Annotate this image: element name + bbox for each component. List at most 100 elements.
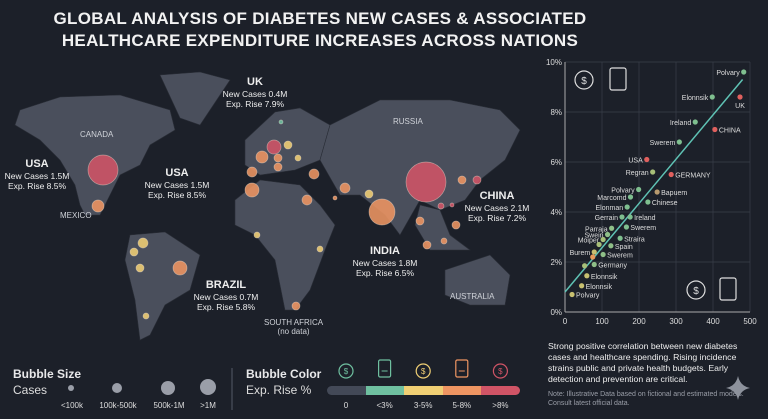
scatter-point[interactable] bbox=[584, 273, 590, 279]
size-circle-xlarge bbox=[200, 379, 216, 395]
country-bubble[interactable] bbox=[135, 263, 145, 273]
size-label: 500k-1M bbox=[153, 401, 185, 410]
country-bubble[interactable] bbox=[87, 154, 119, 186]
callout-cases: New Cases 0.4M bbox=[222, 89, 288, 99]
scatter-point[interactable] bbox=[712, 126, 718, 133]
country-bubble[interactable] bbox=[316, 245, 324, 253]
scatter-point[interactable] bbox=[737, 94, 743, 100]
money-bag-icon bbox=[338, 363, 354, 379]
size-legend-circles bbox=[68, 368, 233, 410]
country-bubble[interactable] bbox=[308, 168, 320, 180]
point-label: Swerem bbox=[630, 225, 656, 232]
scatter-point[interactable] bbox=[627, 214, 633, 220]
country-bubble[interactable] bbox=[129, 247, 139, 257]
country-bubble[interactable] bbox=[457, 175, 467, 185]
scatter-point[interactable] bbox=[624, 204, 630, 210]
color-scale-segment bbox=[442, 386, 482, 395]
country-bubble[interactable] bbox=[273, 153, 283, 163]
color-scale-segment bbox=[481, 386, 520, 395]
country-bubble[interactable] bbox=[301, 194, 313, 206]
scatter-point[interactable] bbox=[600, 236, 606, 243]
scatter-point[interactable] bbox=[591, 261, 597, 268]
country-bubble[interactable] bbox=[332, 195, 338, 201]
scatter-point[interactable] bbox=[668, 171, 674, 178]
scatter-point[interactable] bbox=[619, 214, 625, 220]
scatter-point[interactable] bbox=[645, 199, 651, 205]
callout-rise: Exp. Rise 7.2% bbox=[467, 213, 527, 223]
country-bubble[interactable] bbox=[255, 150, 269, 164]
point-label: Bapuem bbox=[661, 190, 687, 197]
scatter-point[interactable] bbox=[654, 189, 660, 195]
country-bubble[interactable] bbox=[294, 154, 302, 162]
svg-text:$: $ bbox=[693, 286, 699, 297]
point-label: Elonman bbox=[596, 205, 624, 212]
scatter-point[interactable] bbox=[617, 235, 623, 241]
callout-rise: Exp. Rise 8.5% bbox=[147, 190, 207, 200]
bubble-color-title: Bubble Color bbox=[246, 367, 322, 381]
country-bubble[interactable] bbox=[273, 162, 283, 172]
money-bag-icon bbox=[574, 70, 594, 90]
scatter-point[interactable] bbox=[590, 254, 596, 260]
scatter-point[interactable] bbox=[579, 283, 585, 289]
scatter-point[interactable] bbox=[569, 291, 575, 298]
point-label: Swerem bbox=[607, 253, 633, 260]
country-bubble[interactable] bbox=[137, 237, 149, 249]
point-label: Chinese bbox=[652, 200, 678, 207]
scatter-point[interactable] bbox=[676, 139, 682, 145]
country-bubble[interactable] bbox=[339, 182, 351, 194]
country-bubble[interactable] bbox=[422, 240, 432, 250]
scatter-point[interactable] bbox=[596, 241, 602, 248]
country-bubble[interactable] bbox=[291, 301, 301, 311]
country-bubble[interactable] bbox=[142, 312, 150, 320]
scatter-point[interactable] bbox=[582, 263, 588, 269]
country-bubble[interactable] bbox=[364, 189, 374, 199]
bubble-color-subtitle: Exp. Rise % bbox=[246, 383, 312, 397]
country-bubble[interactable] bbox=[451, 220, 461, 230]
scatter-point[interactable] bbox=[692, 119, 698, 125]
country-bubble[interactable] bbox=[415, 216, 425, 226]
scatter-point[interactable] bbox=[608, 243, 614, 249]
x-tick-label: 500 bbox=[743, 317, 757, 326]
point-label: Polvary bbox=[611, 188, 635, 195]
point-label: Marcomd bbox=[597, 195, 626, 202]
country-bubble[interactable] bbox=[278, 119, 284, 125]
country-bubble[interactable] bbox=[91, 199, 105, 213]
point-label: Ireland bbox=[634, 215, 656, 222]
point-label: Elonnsik bbox=[591, 274, 618, 281]
country-bubble[interactable] bbox=[405, 161, 447, 203]
country-bubble[interactable] bbox=[283, 140, 293, 150]
scatter-point[interactable] bbox=[604, 231, 611, 238]
scatter-point[interactable] bbox=[591, 249, 597, 255]
scatter-point[interactable] bbox=[627, 194, 634, 200]
country-bubble[interactable] bbox=[368, 198, 396, 226]
callout-rise: Exp. Rise 8.5% bbox=[7, 181, 67, 191]
bubble-size-subtitle: Cases bbox=[13, 383, 48, 397]
country-bubble[interactable] bbox=[172, 260, 188, 276]
x-tick-label: 300 bbox=[669, 317, 683, 326]
scatter-point[interactable] bbox=[741, 69, 747, 75]
country-bubble[interactable] bbox=[253, 231, 261, 239]
callout-cases: New Cases 1.5M bbox=[144, 180, 210, 190]
country-bubble[interactable] bbox=[244, 182, 260, 198]
country-bubble[interactable] bbox=[472, 175, 482, 185]
country-bubble[interactable] bbox=[437, 202, 445, 210]
callout-cases: New Cases 1.5M bbox=[4, 171, 70, 181]
title-line-1: GLOBAL ANALYSIS OF DIABETES NEW CASES & … bbox=[53, 9, 587, 28]
scatter-point[interactable] bbox=[650, 169, 656, 175]
scatter-point[interactable] bbox=[609, 225, 615, 231]
scatter-point[interactable] bbox=[636, 186, 642, 193]
callout-usa-west: USA New Cases 1.5M Exp. Rise 8.5% bbox=[4, 158, 70, 191]
scatter-point[interactable] bbox=[709, 94, 715, 100]
se-asia bbox=[414, 204, 471, 251]
scatter-point[interactable] bbox=[644, 156, 650, 163]
country-bubble[interactable] bbox=[440, 237, 448, 245]
legend-icons: $ $ $ bbox=[338, 359, 508, 379]
scatter-point[interactable] bbox=[600, 251, 606, 258]
country-bubble[interactable] bbox=[266, 139, 282, 155]
country-bubble[interactable] bbox=[246, 166, 258, 178]
scatter-point[interactable] bbox=[623, 224, 630, 230]
y-tick-label: 10% bbox=[546, 58, 562, 67]
country-bubble[interactable] bbox=[449, 202, 455, 208]
callout-name: UK bbox=[247, 76, 263, 88]
